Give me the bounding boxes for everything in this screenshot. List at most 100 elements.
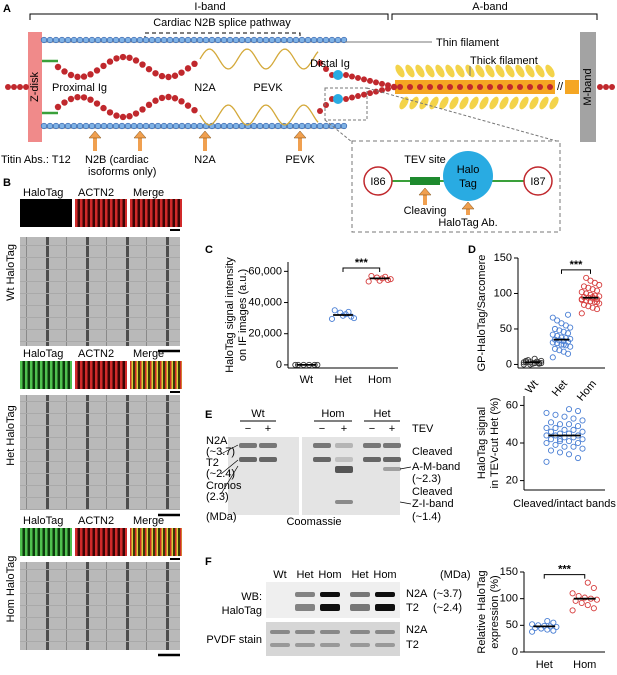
data-point — [578, 599, 585, 606]
actin — [118, 36, 126, 44]
actin — [322, 122, 330, 130]
data-point — [549, 331, 556, 338]
label: Cronos — [206, 480, 242, 492]
actin — [196, 36, 204, 44]
y-axis-label: HaloTag signal — [476, 407, 488, 479]
data-point — [535, 622, 542, 629]
data-point — [382, 273, 389, 280]
label: − — [319, 423, 325, 435]
data-point — [556, 421, 564, 428]
data-point — [556, 347, 563, 354]
channel-label: ACTN2 — [78, 515, 114, 527]
band — [350, 630, 370, 634]
label: PEVK — [253, 82, 283, 94]
x-tick-label: Wt — [523, 378, 541, 396]
titin-bead — [367, 77, 373, 84]
row-label: Het HaloTag — [5, 405, 17, 466]
label: Z-I-band — [412, 498, 454, 510]
titin-bead — [54, 103, 62, 111]
label: Hom — [318, 569, 341, 581]
myosin-head — [395, 64, 405, 78]
sig-bracket — [561, 269, 591, 274]
actin — [88, 122, 96, 130]
actin — [298, 122, 306, 130]
myosin-head — [485, 64, 495, 78]
titin-bead — [507, 84, 513, 90]
label: − — [369, 423, 375, 435]
label: Halo — [457, 164, 480, 176]
actin — [76, 36, 84, 44]
myosin-head — [425, 64, 435, 78]
row-label: Hom HaloTag — [5, 556, 17, 623]
myosin-head — [439, 96, 449, 110]
data-point — [593, 596, 600, 603]
titin-bead — [80, 73, 88, 80]
myosin-head — [495, 64, 505, 78]
data-point — [593, 287, 601, 294]
data-point — [570, 426, 577, 433]
label: I86 — [370, 176, 385, 188]
x-tick-label: Cleaved/intact bands — [513, 498, 616, 510]
data-point — [551, 325, 559, 333]
actin — [340, 122, 348, 130]
if-image — [130, 361, 182, 389]
actin — [226, 36, 234, 44]
label: (MDa) — [206, 511, 237, 523]
data-point — [564, 311, 572, 318]
y-tick-label: 40 — [506, 437, 518, 449]
actin — [244, 36, 252, 44]
myosin-head — [509, 96, 519, 110]
if-image — [75, 528, 127, 556]
titin-bead — [603, 84, 609, 90]
actin — [262, 36, 270, 44]
titin-bead — [477, 84, 483, 90]
y-tick-label: 40,000 — [248, 296, 282, 308]
actin — [106, 36, 114, 44]
band — [270, 630, 290, 634]
label: − — [245, 423, 251, 435]
myosin-head — [539, 96, 549, 110]
label: N2A — [194, 82, 216, 94]
band — [335, 457, 353, 462]
titin-bead — [437, 84, 443, 90]
channel-label: HaloTag — [23, 187, 63, 199]
actin — [112, 36, 120, 44]
actin — [178, 36, 186, 44]
data-point — [570, 415, 577, 422]
actin — [280, 36, 288, 44]
pointer — [220, 465, 239, 495]
actin — [310, 122, 318, 130]
label: Cleaved — [412, 486, 452, 498]
data-point — [552, 441, 559, 448]
band — [270, 643, 290, 647]
data-point — [554, 333, 561, 340]
titin-bead — [191, 106, 198, 114]
y-tick-label: 20 — [506, 475, 518, 487]
data-point — [551, 345, 559, 352]
x-tick-label: Hom — [573, 659, 596, 671]
actin — [208, 36, 216, 44]
actin — [64, 122, 72, 130]
myosin-head — [415, 64, 425, 78]
myosin-head — [469, 96, 479, 110]
titin-bead — [139, 106, 146, 113]
label: (~1.4) — [412, 511, 441, 523]
data-point — [561, 426, 568, 433]
ab-arrow — [461, 201, 475, 210]
titin-bead — [165, 93, 172, 101]
actin — [160, 36, 168, 44]
label: T2 — [206, 457, 219, 469]
panel-label: F — [205, 556, 212, 568]
sig-bracket — [543, 574, 586, 579]
titin-bead — [547, 84, 553, 90]
label: Proximal Ig — [52, 82, 107, 94]
data-point — [596, 293, 603, 300]
data-point — [549, 314, 556, 321]
myosin-head — [409, 96, 419, 110]
thick-filament — [395, 80, 555, 94]
gel-divider — [299, 437, 302, 515]
titin-bead — [126, 54, 133, 61]
x-tick-label: Hom — [368, 374, 391, 386]
data-point — [564, 330, 572, 337]
cleave-arrow — [418, 187, 432, 196]
